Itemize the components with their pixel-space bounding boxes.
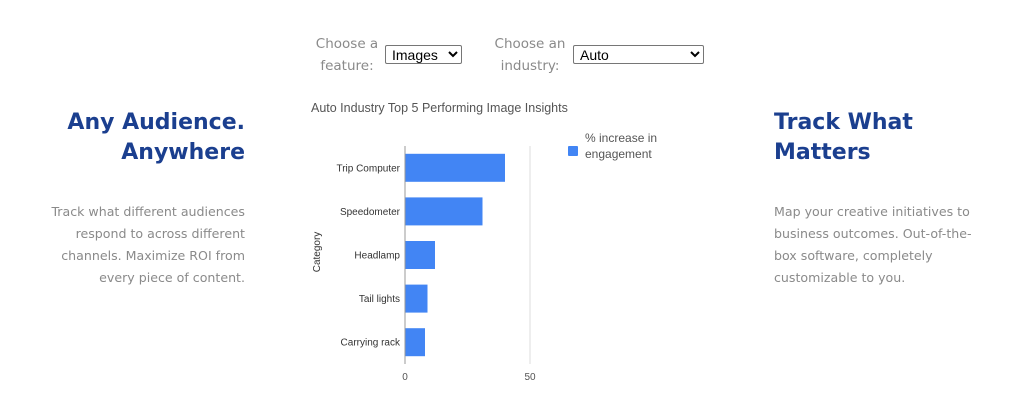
left-section: Any Audience. Anywhere Track what differe…: [51, 108, 245, 289]
left-body: Track what different audiences respond to…: [51, 204, 245, 285]
industry-select[interactable]: Auto: [573, 45, 704, 64]
legend-swatch: [568, 146, 578, 156]
left-title: Any Audience. Anywhere: [67, 110, 245, 165]
bar: [405, 241, 435, 269]
category-label: Speedometer: [340, 207, 401, 218]
category-label: Carrying rack: [341, 338, 401, 349]
category-label: Tail lights: [359, 294, 400, 305]
chart-title: Auto Industry Top 5 Performing Image Ins…: [311, 101, 568, 115]
bar: [405, 328, 425, 357]
y-axis-label: Category: [312, 232, 323, 273]
legend-label-line2: engagement: [585, 147, 652, 161]
x-tick-label: 0: [402, 372, 408, 383]
category-label: Trip Computer: [336, 163, 400, 174]
legend-label-line1: % increase in: [585, 131, 657, 145]
right-body: Map your creative initiatives to business…: [774, 204, 972, 285]
feature-select[interactable]: Images: [385, 45, 462, 64]
industry-label: Choose an industry:: [494, 36, 566, 74]
right-title: Track What Matters: [774, 110, 913, 165]
category-label: Headlamp: [354, 251, 400, 262]
bar: [405, 284, 428, 313]
x-tick-label: 50: [524, 372, 536, 383]
bar: [405, 197, 483, 226]
feature-label: Choose a feature:: [315, 36, 379, 74]
right-section: Track What Matters Map your creative init…: [774, 108, 972, 289]
bar: [405, 153, 505, 182]
